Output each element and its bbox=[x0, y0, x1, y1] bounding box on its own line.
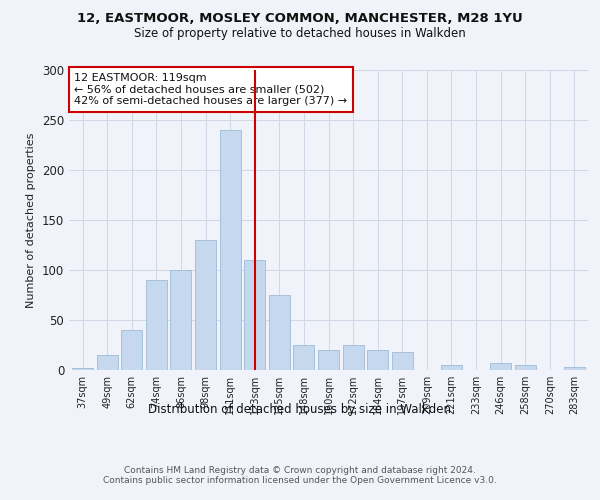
Bar bbox=[170, 270, 191, 370]
Text: 12 EASTMOOR: 119sqm
← 56% of detached houses are smaller (502)
42% of semi-detac: 12 EASTMOOR: 119sqm ← 56% of detached ho… bbox=[74, 73, 347, 106]
Text: 12, EASTMOOR, MOSLEY COMMON, MANCHESTER, M28 1YU: 12, EASTMOOR, MOSLEY COMMON, MANCHESTER,… bbox=[77, 12, 523, 26]
Text: Size of property relative to detached houses in Walkden: Size of property relative to detached ho… bbox=[134, 28, 466, 40]
Text: Contains HM Land Registry data © Crown copyright and database right 2024.
Contai: Contains HM Land Registry data © Crown c… bbox=[103, 466, 497, 485]
Bar bbox=[318, 350, 339, 370]
Bar bbox=[72, 368, 93, 370]
Bar bbox=[367, 350, 388, 370]
Text: Distribution of detached houses by size in Walkden: Distribution of detached houses by size … bbox=[149, 402, 452, 415]
Bar bbox=[195, 240, 216, 370]
Y-axis label: Number of detached properties: Number of detached properties bbox=[26, 132, 37, 308]
Bar bbox=[564, 367, 585, 370]
Bar bbox=[490, 363, 511, 370]
Bar bbox=[244, 260, 265, 370]
Bar bbox=[441, 365, 462, 370]
Bar bbox=[146, 280, 167, 370]
Bar bbox=[220, 130, 241, 370]
Bar bbox=[343, 345, 364, 370]
Bar bbox=[121, 330, 142, 370]
Bar bbox=[392, 352, 413, 370]
Bar bbox=[515, 365, 536, 370]
Bar bbox=[293, 345, 314, 370]
Bar bbox=[269, 295, 290, 370]
Bar bbox=[97, 355, 118, 370]
